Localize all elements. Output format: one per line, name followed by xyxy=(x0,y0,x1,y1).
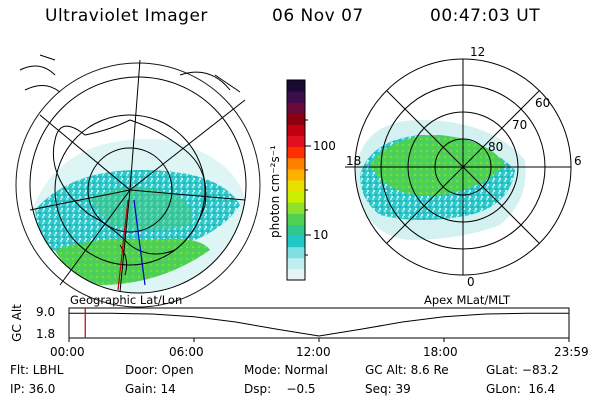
mlt-label-0: 0 xyxy=(467,275,475,289)
colorbar-segment xyxy=(287,246,305,259)
status-ip: IP: 36.0 xyxy=(10,382,56,396)
status-filter: Flt: LBHL xyxy=(10,363,64,377)
date-label: 06 Nov 07 xyxy=(272,6,364,26)
colorbar-segment xyxy=(287,113,305,125)
mlat-label-70: 70 xyxy=(512,118,528,132)
mlat-label-60: 60 xyxy=(535,96,551,110)
altitude-xtick-3: 18:00 xyxy=(423,345,458,359)
colorbar-segment xyxy=(287,235,305,248)
altitude-ytick-low: 1.8 xyxy=(36,327,56,341)
right-map-caption: Apex MLat/MLT xyxy=(424,293,511,307)
colorbar-tick-10: 10 xyxy=(313,228,329,242)
colorbar-ticks xyxy=(305,119,311,256)
altitude-xtick-4: 23:59 xyxy=(554,345,589,359)
colorbar-segment xyxy=(287,180,305,192)
altitude-ylabel: GC Alt xyxy=(9,304,24,342)
colorbar-segment xyxy=(287,80,305,92)
colorbar-tick-100: 100 xyxy=(313,139,336,153)
mlt-label-12: 12 xyxy=(470,45,486,59)
status-dsp: Dsp: −0.5 xyxy=(244,382,316,396)
altitude-xtick-1: 06:00 xyxy=(169,345,204,359)
altitude-xtick-0: 00:00 xyxy=(50,345,85,359)
colorbar-segment xyxy=(287,202,305,214)
colorbar-segment xyxy=(287,257,305,270)
colorbar-segment xyxy=(287,268,305,281)
mlt-label-6: 6 xyxy=(574,154,582,168)
altitude-xtick-2: 12:00 xyxy=(296,345,331,359)
mlat-label-80: 80 xyxy=(488,140,504,154)
colorbar-segment xyxy=(287,146,305,159)
status-gain: Gain: 14 xyxy=(125,382,176,396)
orbit-altitude-line xyxy=(69,312,569,337)
colorbar-segment xyxy=(287,102,305,114)
status-glat: GLat: −83.2 xyxy=(486,363,559,377)
status-seq: Seq: 39 xyxy=(365,382,411,396)
colorbar-segment xyxy=(287,124,305,137)
colorbar-segment xyxy=(287,191,305,203)
colorbar-unit-label: photon cm⁻²s⁻¹ xyxy=(268,145,282,238)
colorbar-segment xyxy=(287,224,305,237)
time-label: 00:47:03 UT xyxy=(430,6,541,26)
altitude-ytick-high: 9.0 xyxy=(36,305,56,319)
status-door: Door: Open xyxy=(125,363,194,377)
colorbar-segment xyxy=(287,157,305,170)
colorbar-segment xyxy=(287,135,305,148)
left-geographic-map xyxy=(15,54,261,308)
altitude-plot xyxy=(68,307,570,342)
status-gc-alt: GC Alt: 8.6 Re xyxy=(365,363,449,377)
colorbar-segment xyxy=(287,213,305,225)
colorbar-segment xyxy=(287,91,305,103)
mlt-label-18: 18 xyxy=(346,154,362,168)
left-map-caption: Geographic Lat/Lon xyxy=(70,293,183,307)
status-glon: GLon: 16.4 xyxy=(486,382,556,396)
instrument-title: Ultraviolet Imager xyxy=(45,6,208,26)
colorbar xyxy=(286,79,306,281)
right-magnetic-map xyxy=(345,58,572,276)
colorbar-segment xyxy=(287,168,305,181)
status-mode: Mode: Normal xyxy=(244,363,328,377)
